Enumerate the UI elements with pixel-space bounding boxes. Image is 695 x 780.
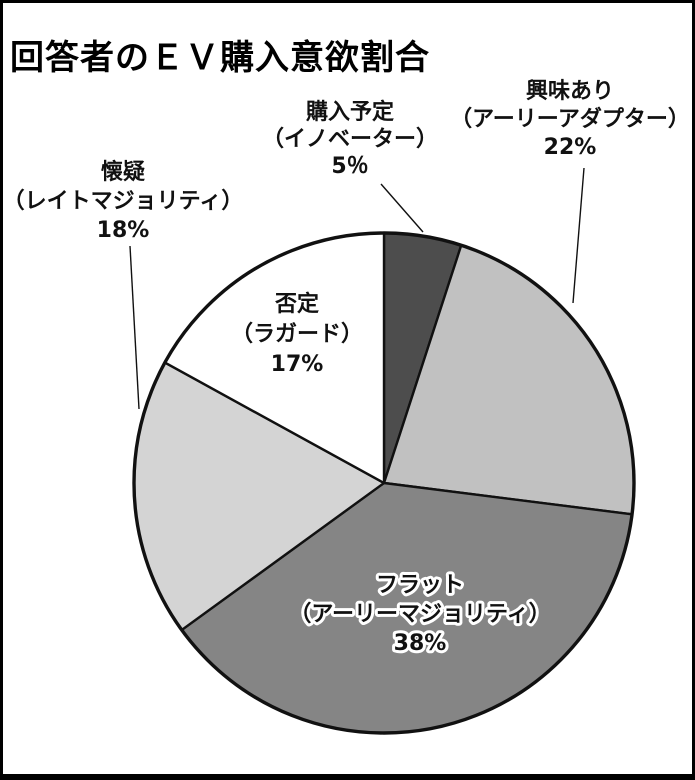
slice-label-0-label: 購入予定 [306, 99, 394, 125]
pie-outline [132, 231, 636, 735]
slice-label-1-pct_label: 22% [544, 135, 597, 160]
slice-label-0-pct_label: 5％ [331, 154, 368, 179]
leader-line-0 [380, 183, 424, 233]
leader-line-2 [129, 245, 140, 410]
slice-label-3-pct_label: 18% [97, 218, 150, 243]
slice-label-1-label: 興味あり [526, 79, 614, 104]
slice-label-4-sublabel: （ラガード） [231, 322, 363, 347]
slice-label-0-sublabel: （イノベーター） [262, 127, 438, 152]
slice-label-3-label: 懐疑 [101, 159, 145, 185]
slice-label-2-sublabel: （アーリーマジョリティ） [289, 602, 550, 627]
slice-label-4-pct_label: 17% [271, 352, 324, 377]
slice-label-4-label: 否定 [274, 291, 319, 317]
leader-line-1 [572, 167, 585, 304]
slice-label-3-sublabel: （レイトマジョリティ） [3, 189, 244, 214]
chart-title: 回答者のＥＶ購入意欲割合 [10, 37, 430, 78]
slice-label-2-label: フラット [376, 573, 464, 598]
slice-label-2-pct_label: 38% [394, 631, 447, 656]
slice-label-1-sublabel: （アーリーアダプター） [450, 106, 690, 132]
